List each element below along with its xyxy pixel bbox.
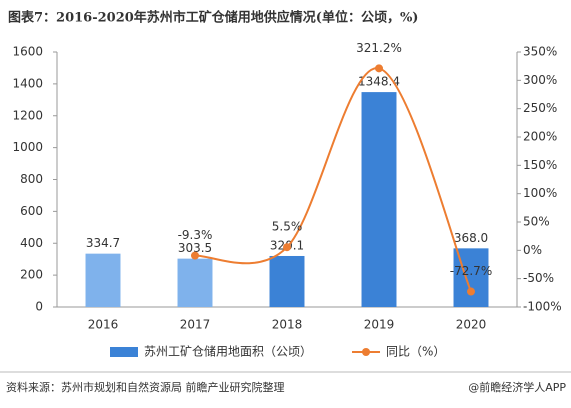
x-tick-label: 2018 <box>272 318 303 332</box>
x-tick-label: 2016 <box>88 318 119 332</box>
y-tick-label: 1000 <box>12 140 43 154</box>
line-marker <box>283 243 291 252</box>
y-tick-label: 200 <box>20 268 43 282</box>
y-tick-label: 1200 <box>12 108 43 122</box>
bar-label: 334.7 <box>86 236 120 250</box>
brand: @前瞻经济学人APP <box>468 380 566 394</box>
y2-tick-label: 200% <box>523 130 557 144</box>
legend-label: 同比（%） <box>386 345 445 359</box>
x-tick-label: 2019 <box>364 318 395 332</box>
y2-tick-label: 300% <box>523 73 557 87</box>
line-marker <box>375 64 383 73</box>
bar <box>361 92 397 307</box>
bar-label: 303.5 <box>178 241 212 255</box>
line-label: -9.3% <box>178 228 213 242</box>
bar-label: 368.0 <box>454 231 488 245</box>
y2-tick-label: 150% <box>523 158 557 172</box>
y-tick-label: 1400 <box>12 76 43 90</box>
line-marker <box>191 251 199 260</box>
bar <box>269 255 305 307</box>
bar-label: 1348.4 <box>358 75 400 89</box>
line-label: 321.2% <box>356 41 402 55</box>
line-label: 5.5% <box>272 220 303 234</box>
legend-swatch <box>362 348 371 356</box>
y-tick-label: 1600 <box>12 45 43 59</box>
bar <box>177 258 213 307</box>
y-tick-label: 600 <box>20 204 43 218</box>
x-tick-label: 2020 <box>456 318 487 332</box>
y2-tick-label: 50% <box>523 215 550 229</box>
source: 资料来源：苏州市规划和自然资源局 前瞻产业研究院整理 <box>6 380 285 394</box>
x-tick-label: 2017 <box>180 318 211 332</box>
y-tick-label: 800 <box>20 172 43 186</box>
legend-label: 苏州工矿仓储用地面积（公顷） <box>144 344 312 359</box>
line <box>194 67 472 292</box>
y2-tick-label: -100% <box>523 300 562 314</box>
y2-tick-label: 350% <box>523 45 557 59</box>
y2-tick-label: 100% <box>523 186 557 200</box>
y-tick-label: 0 <box>35 300 43 314</box>
y2-tick-label: 0% <box>523 243 542 257</box>
y2-tick-label: 250% <box>523 101 557 115</box>
y2-tick-label: -50% <box>523 271 554 285</box>
chart-title: 图表7：2016-2020年苏州市工矿仓储用地供应情况(单位：公顷，%) <box>8 10 418 26</box>
line-marker <box>467 287 475 296</box>
line-label: -72.7% <box>450 264 492 278</box>
y-tick-label: 400 <box>20 236 43 250</box>
bar <box>85 253 121 307</box>
legend-swatch <box>110 347 138 357</box>
